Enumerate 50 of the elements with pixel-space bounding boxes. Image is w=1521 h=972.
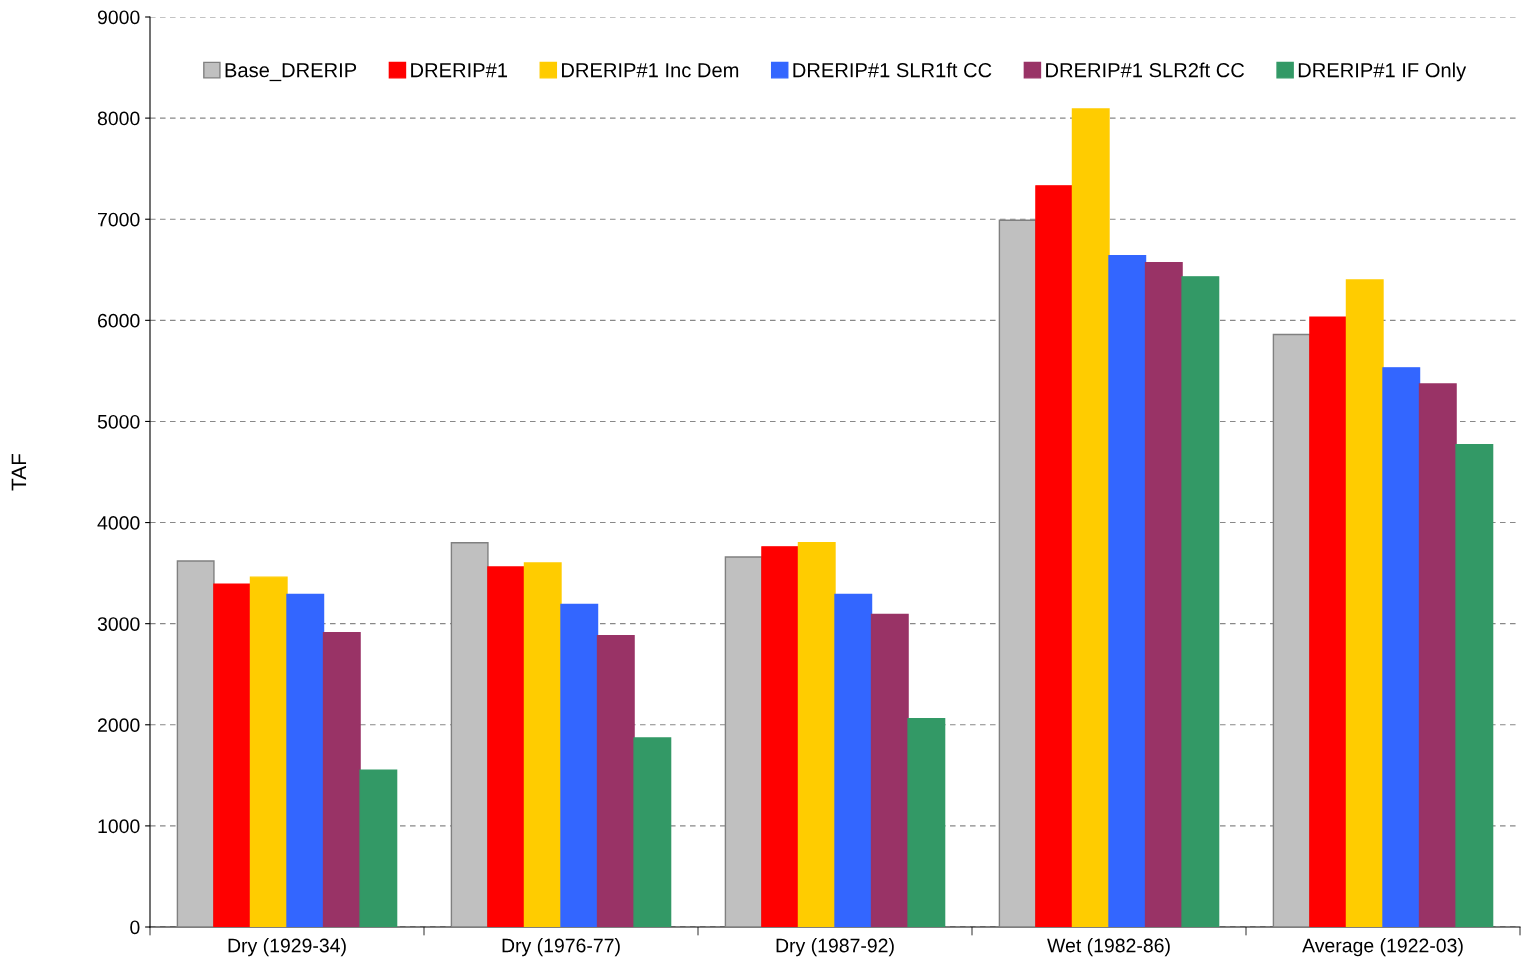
bar	[249, 576, 288, 927]
bar	[596, 635, 635, 927]
bar	[1345, 279, 1384, 927]
bar	[560, 603, 599, 927]
bar	[1181, 276, 1220, 927]
y-tick-label: 5000	[97, 414, 140, 429]
bar	[322, 632, 361, 927]
bar	[761, 546, 800, 927]
bar	[1309, 316, 1348, 927]
x-tick-label: Wet (1982-86)	[1047, 938, 1170, 957]
bar	[1144, 262, 1183, 927]
legend-label: Base_DRERIP	[225, 63, 357, 82]
bar	[213, 583, 252, 927]
x-tick-label: Average (1922-03)	[1302, 938, 1463, 957]
y-tick-label: 4000	[97, 516, 140, 530]
bar	[523, 562, 562, 927]
legend-label: DRERIP#1 IF Only	[1298, 62, 1467, 82]
bar	[1455, 444, 1494, 927]
bar	[359, 769, 398, 927]
x-tick-label: Dry (1987-92)	[776, 938, 894, 957]
bar	[1071, 108, 1110, 927]
y-tick-label: 7000	[98, 212, 140, 227]
y-tick-label: 1000	[98, 819, 140, 834]
bar	[286, 593, 325, 927]
legend-label: DRERIP#1 SLR1ft CC	[793, 62, 992, 78]
legend-label: DRERIP#1 Inc Dem	[562, 63, 739, 78]
bar	[870, 613, 909, 927]
bar	[797, 542, 836, 927]
legend-label: DRERIP#1 SLR2ft CC	[1046, 62, 1245, 78]
bar	[834, 593, 873, 927]
bar	[1108, 254, 1147, 927]
bar	[487, 566, 526, 927]
bar	[724, 556, 763, 927]
x-tick-label: Dry (1976-77)	[502, 938, 620, 957]
y-axis-title: TAF	[11, 453, 27, 491]
bar	[1035, 185, 1074, 927]
bar	[1272, 333, 1311, 927]
bar	[1382, 367, 1421, 927]
y-tick-label: 2000	[98, 718, 140, 733]
legend-label: DRERIP#1	[411, 63, 508, 78]
y-tick-label: 9000	[97, 10, 140, 25]
bar	[450, 542, 489, 927]
x-tick-label: Dry (1929-34)	[228, 938, 346, 957]
y-tick-label: 6000	[98, 313, 140, 328]
y-tick-label: 8000	[97, 111, 140, 126]
bar	[633, 737, 672, 927]
y-tick-label: 0	[130, 920, 140, 935]
y-tick-label: 3000	[97, 617, 140, 631]
bar	[907, 718, 946, 927]
bar	[1418, 383, 1457, 927]
